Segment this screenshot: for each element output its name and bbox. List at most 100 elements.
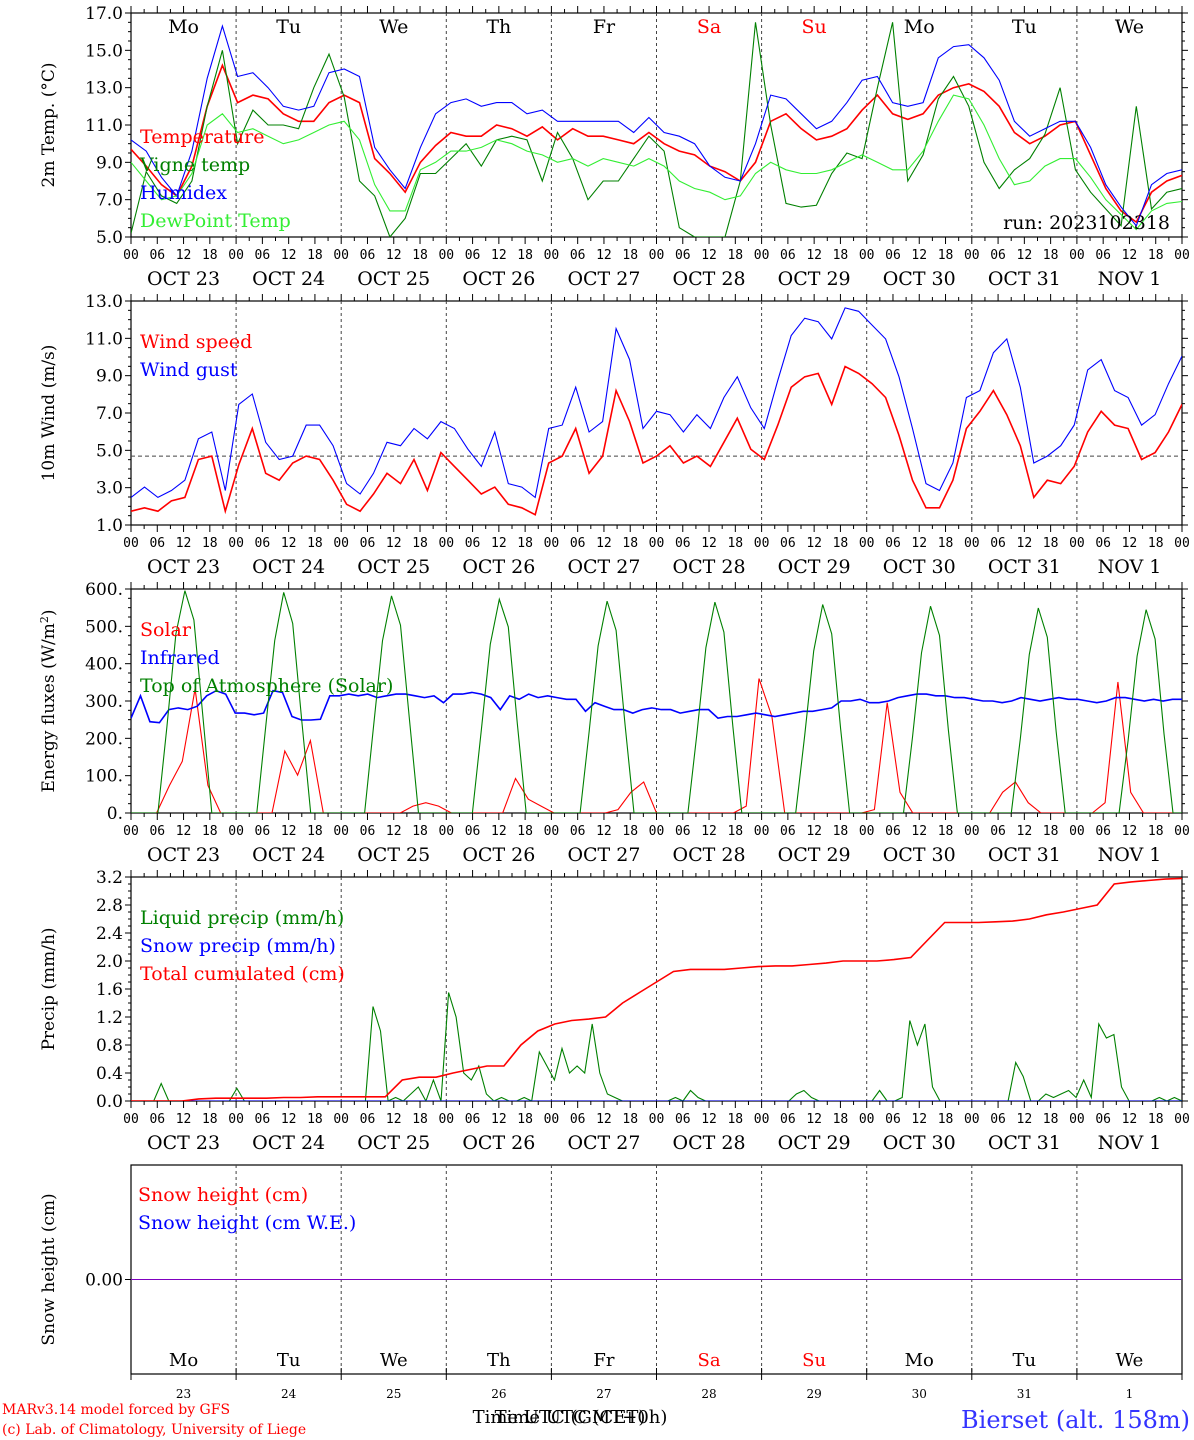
x-date-label: OCT 23 [147,268,220,290]
y-tick-label: 0.0 [96,1092,123,1112]
x-date-label: OCT 29 [778,1132,851,1154]
x-hour-label: 00 [1069,248,1085,263]
x-hour-label: 18 [938,1112,954,1127]
x-date-label: OCT 29 [778,556,851,578]
y-tick-label: 1.6 [96,980,123,1000]
x-hour-label: 18 [622,824,638,839]
series-line [131,94,1182,231]
day-number-label: 1 [1126,1387,1134,1401]
x-hour-label: 00 [333,536,349,551]
y-tick-label: 1.0 [96,516,123,536]
x-hour-label: 00 [123,1112,139,1127]
x-hour-label: 06 [360,1112,376,1127]
series-line [131,63,1182,224]
x-hour-label: 06 [149,536,165,551]
legend-entry: Snow height (cm) [138,1184,308,1206]
y-tick-label: 15.0 [85,41,123,61]
x-hour-label: 06 [1095,248,1111,263]
x-hour-label: 18 [517,536,533,551]
x-hour-label: 00 [859,248,875,263]
x-hour-label: 00 [333,248,349,263]
x-date-label: OCT 25 [357,268,430,290]
x-hour-label: 18 [727,824,743,839]
x-hour-label: 18 [1148,1112,1164,1127]
x-hour-label: 12 [1122,824,1138,839]
x-axis-title-b: Time UTC (CET) [495,1407,646,1428]
x-hour-label: 12 [1017,824,1033,839]
x-hour-label: 00 [649,1112,665,1127]
y-axis-label: Energy fluxes (W/m2) [38,609,59,792]
x-hour-label: 18 [412,536,428,551]
x-hour-label: 12 [491,536,507,551]
x-hour-label: 06 [885,1112,901,1127]
series-line [131,24,1182,227]
x-hour-label: 12 [491,248,507,263]
y-tick-label: 600. [85,580,123,600]
x-hour-label: 06 [675,536,691,551]
x-hour-label: 18 [202,536,218,551]
x-hour-label: 12 [701,1112,717,1127]
x-hour-label: 00 [859,536,875,551]
x-hour-label: 12 [281,248,297,263]
x-date-label: OCT 31 [988,844,1061,866]
x-hour-label: 00 [964,248,980,263]
x-hour-label: 12 [806,536,822,551]
weekday-label: Mo [168,16,199,38]
x-hour-label: 06 [255,1112,271,1127]
x-hour-label: 12 [386,1112,402,1127]
x-date-label: OCT 25 [357,1132,430,1154]
weekday-label: Mo [169,1350,198,1371]
day-number-label: 30 [912,1387,927,1401]
weekday-label: Su [802,1350,826,1371]
x-hour-label: 12 [596,248,612,263]
run-label: run: 2023102318 [1003,212,1170,234]
x-hour-label: 06 [149,1112,165,1127]
weekday-label: Tu [276,16,301,38]
x-hour-label: 00 [1174,248,1190,263]
x-hour-label: 00 [859,1112,875,1127]
y-axis-label: 2m Temp. (°C) [39,62,59,187]
x-hour-label: 06 [675,1112,691,1127]
x-hour-label: 00 [859,824,875,839]
y-tick-label: 2.4 [96,924,123,944]
x-hour-label: 00 [123,824,139,839]
y-tick-label: 0.00 [85,1271,123,1291]
panel-1: 5.0 7.0 9.0 11.0 13.0 15.0 17.0 2m Temp. (°C) 00… [39,4,1190,290]
y-axis-label: 10m Wind (m/s) [39,345,59,482]
x-date-label: OCT 26 [462,268,535,290]
x-hour-label: 18 [727,248,743,263]
x-hour-label: 06 [780,248,796,263]
x-hour-label: 00 [964,1112,980,1127]
y-tick-label: 5.0 [96,441,123,461]
x-date-label: OCT 30 [883,556,956,578]
x-hour-label: 18 [622,536,638,551]
legend-entry: Solar [140,619,192,641]
x-hour-label: 00 [1174,1112,1190,1127]
x-date-label: OCT 31 [988,268,1061,290]
x-hour-label: 18 [833,248,849,263]
x-hour-label: 18 [833,536,849,551]
panel-4: 0.0 0.4 0.8 1.2 1.6 2.0 2.4 2.8 3.2 Precip (mm/h)… [39,868,1190,1154]
day-number-label: 26 [491,1387,506,1401]
x-hour-label: 06 [360,248,376,263]
y-tick-label: 0.4 [96,1064,123,1084]
legend-entry: Wind speed [140,331,252,353]
x-hour-label: 06 [990,248,1006,263]
x-hour-label: 00 [1069,824,1085,839]
x-date-label: OCT 24 [252,556,325,578]
x-hour-label: 18 [517,248,533,263]
panel-2: 1.0 3.0 5.0 7.0 9.0 11.0 13.0 10m Wind (m/s) 00 0… [39,292,1190,578]
x-hour-label: 06 [255,248,271,263]
x-hour-label: 18 [517,824,533,839]
x-date-label: OCT 23 [147,1132,220,1154]
day-number-label: 28 [701,1387,716,1401]
x-hour-label: 12 [911,536,927,551]
y-tick-label: 9.0 [96,153,123,173]
x-hour-label: 06 [465,1112,481,1127]
y-tick-label: 1.2 [96,1008,123,1028]
legend-entry: Top of Atmosphere (Solar) [140,675,393,697]
x-hour-label: 12 [176,824,192,839]
x-hour-label: 06 [885,824,901,839]
x-hour-label: 00 [754,1112,770,1127]
day-number-label: 31 [1017,1387,1032,1401]
